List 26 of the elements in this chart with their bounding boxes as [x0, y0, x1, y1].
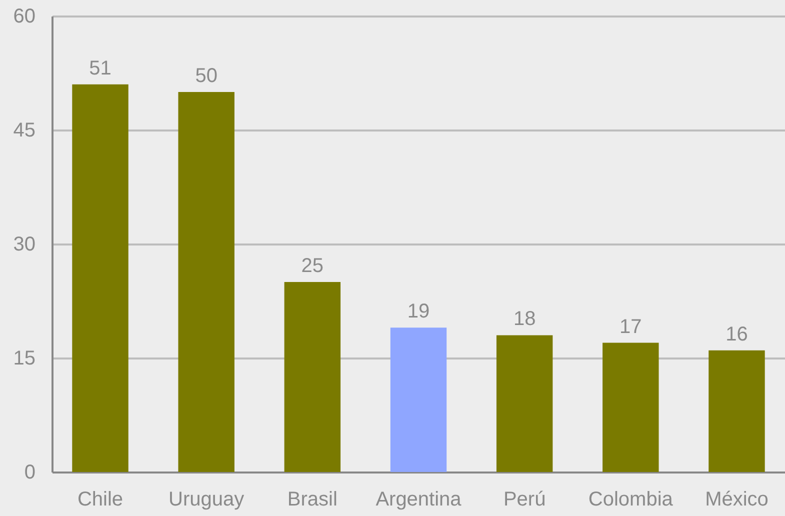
- bar: [284, 282, 341, 472]
- x-tick-label: Uruguay: [168, 488, 244, 510]
- data-label: 18: [513, 308, 536, 330]
- y-tick-label: 30: [13, 234, 36, 256]
- data-label: 16: [726, 323, 748, 346]
- data-label: 17: [620, 316, 642, 338]
- bar: [602, 342, 659, 472]
- bar: [72, 84, 128, 472]
- y-tick-label: 45: [13, 120, 36, 142]
- x-tick-label: Colombia: [588, 488, 674, 510]
- bar: [708, 350, 765, 472]
- y-tick-label: 60: [13, 6, 36, 28]
- data-label: 19: [407, 300, 430, 323]
- x-tick-label: Argentina: [376, 488, 462, 510]
- bar: [178, 92, 234, 472]
- x-tick-label: Chile: [77, 488, 124, 510]
- y-tick-label: 15: [13, 348, 36, 370]
- data-label: 51: [89, 57, 112, 80]
- x-tick-label: Perú: [503, 488, 546, 510]
- bar: [390, 328, 447, 472]
- data-label: 50: [195, 65, 218, 87]
- x-tick-label: México: [705, 488, 768, 510]
- x-tick-label: Brasil: [287, 488, 338, 510]
- y-tick-label: 0: [24, 462, 36, 484]
- bar: [496, 335, 553, 472]
- data-label: 25: [301, 255, 324, 277]
